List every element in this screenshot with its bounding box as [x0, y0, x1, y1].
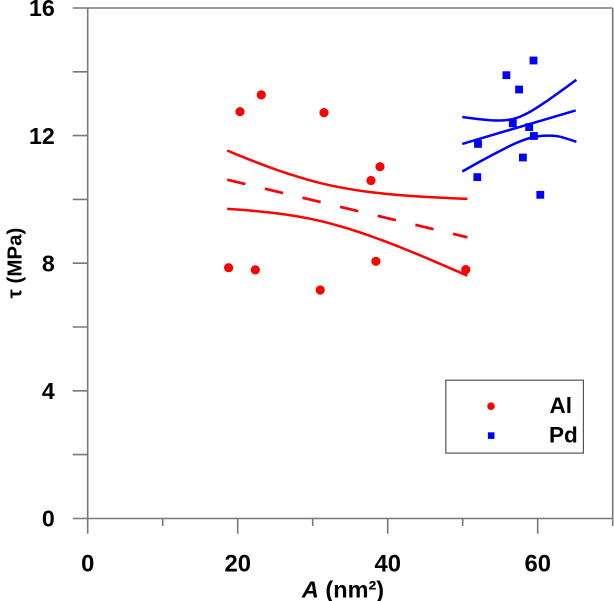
svg-text:Al: Al: [550, 393, 573, 418]
svg-text:Pd: Pd: [549, 423, 578, 448]
svg-text:A (nm²): A (nm²): [301, 577, 384, 601]
svg-text:8: 8: [42, 250, 55, 276]
svg-text:τ (MPa): τ (MPa): [3, 228, 26, 299]
svg-text:0: 0: [42, 506, 55, 532]
svg-text:20: 20: [224, 551, 250, 578]
svg-text:12: 12: [29, 123, 55, 149]
svg-text:60: 60: [524, 551, 550, 578]
svg-text:16: 16: [29, 0, 55, 21]
svg-text:40: 40: [374, 551, 400, 578]
svg-text:4: 4: [42, 378, 55, 404]
svg-text:0: 0: [81, 551, 94, 578]
